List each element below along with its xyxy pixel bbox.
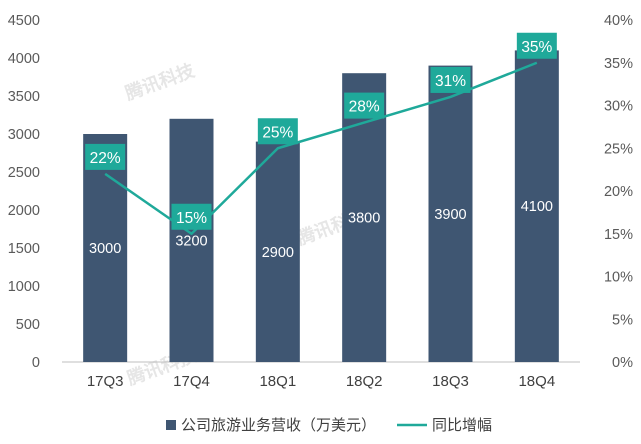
line-data-label-box: [344, 92, 385, 119]
line-data-label: 22%: [90, 150, 121, 167]
left-axis-tick-label: 4500: [8, 13, 40, 29]
bar-data-label: 2900: [262, 245, 294, 261]
x-axis-tick-label: 17Q3: [87, 373, 124, 390]
legend-bar-label: 公司旅游业务营收（万美元）: [181, 417, 376, 434]
right-axis-tick-label: 40%: [604, 13, 633, 29]
left-axis-tick-label: 0: [32, 355, 40, 371]
bar: [169, 118, 214, 362]
left-axis-tick-label: 3500: [8, 89, 40, 105]
bar: [514, 50, 559, 363]
bar: [255, 141, 300, 362]
bar-data-labels: 3000 3200 2900 3800 3900 4100: [89, 199, 553, 261]
bar-data-label: 3800: [348, 211, 380, 227]
left-axis-tick-label: 4000: [8, 51, 40, 67]
bar-data-label: 3000: [89, 241, 121, 257]
right-axis-tick-label: 30%: [604, 99, 633, 115]
line-data-label: 25%: [262, 124, 293, 141]
line-data-label-box: [257, 118, 298, 145]
line-data-labels: 22% 15% 25% 28% 31% 35%: [85, 32, 557, 230]
legend: 公司旅游业务营收（万美元） 同比增幅: [166, 417, 492, 434]
bar-data-label: 4100: [521, 199, 553, 215]
right-axis-tick-label: 10%: [604, 270, 633, 286]
right-axis-tick-label: 15%: [604, 227, 633, 243]
left-axis: 0 500 1000 1500 2000 2500 3000 3500 4000 4500: [8, 13, 40, 371]
right-axis-tick-label: 20%: [604, 184, 633, 200]
bar-data-label: 3900: [434, 207, 466, 223]
legend-bar-swatch: [166, 420, 176, 430]
left-axis-tick-label: 1000: [8, 279, 40, 295]
line-data-label-box: [85, 143, 126, 170]
left-axis-tick-label: 2500: [8, 165, 40, 181]
right-axis-tick-label: 5%: [612, 312, 633, 328]
line-data-label: 28%: [349, 99, 380, 116]
right-axis: 0% 5% 10% 15% 20% 25% 30% 35% 40%: [604, 13, 633, 371]
left-axis-tick-label: 1500: [8, 241, 40, 257]
line-data-label: 15%: [176, 210, 207, 227]
x-axis-tick-label: 18Q3: [432, 373, 469, 390]
right-axis-tick-label: 35%: [604, 56, 633, 72]
left-axis-tick-label: 2000: [8, 203, 40, 219]
right-axis-tick-label: 25%: [604, 141, 633, 157]
x-axis: 17Q3 17Q4 18Q1 18Q2 18Q3 18Q4: [87, 373, 555, 390]
left-axis-tick-label: 3000: [8, 127, 40, 143]
left-axis-tick-label: 500: [16, 317, 40, 333]
x-axis-tick-label: 18Q4: [518, 373, 555, 390]
watermark-text: 腾讯科技: [122, 59, 198, 104]
right-axis-tick-label: 0%: [612, 355, 633, 371]
bar-data-label: 3200: [175, 233, 207, 249]
line-data-label-box: [516, 32, 557, 59]
x-axis-tick-label: 17Q4: [173, 373, 210, 390]
x-axis-tick-label: 18Q2: [346, 373, 383, 390]
line-data-label-box: [171, 203, 212, 230]
bar: [428, 65, 473, 362]
line-data-label: 31%: [435, 73, 466, 90]
bar-series: [83, 50, 559, 363]
line-data-label-box: [430, 66, 471, 93]
line-data-label: 35%: [521, 39, 552, 56]
legend-line-label: 同比增幅: [432, 417, 492, 434]
x-axis-tick-label: 18Q1: [259, 373, 296, 390]
bar: [83, 134, 128, 362]
